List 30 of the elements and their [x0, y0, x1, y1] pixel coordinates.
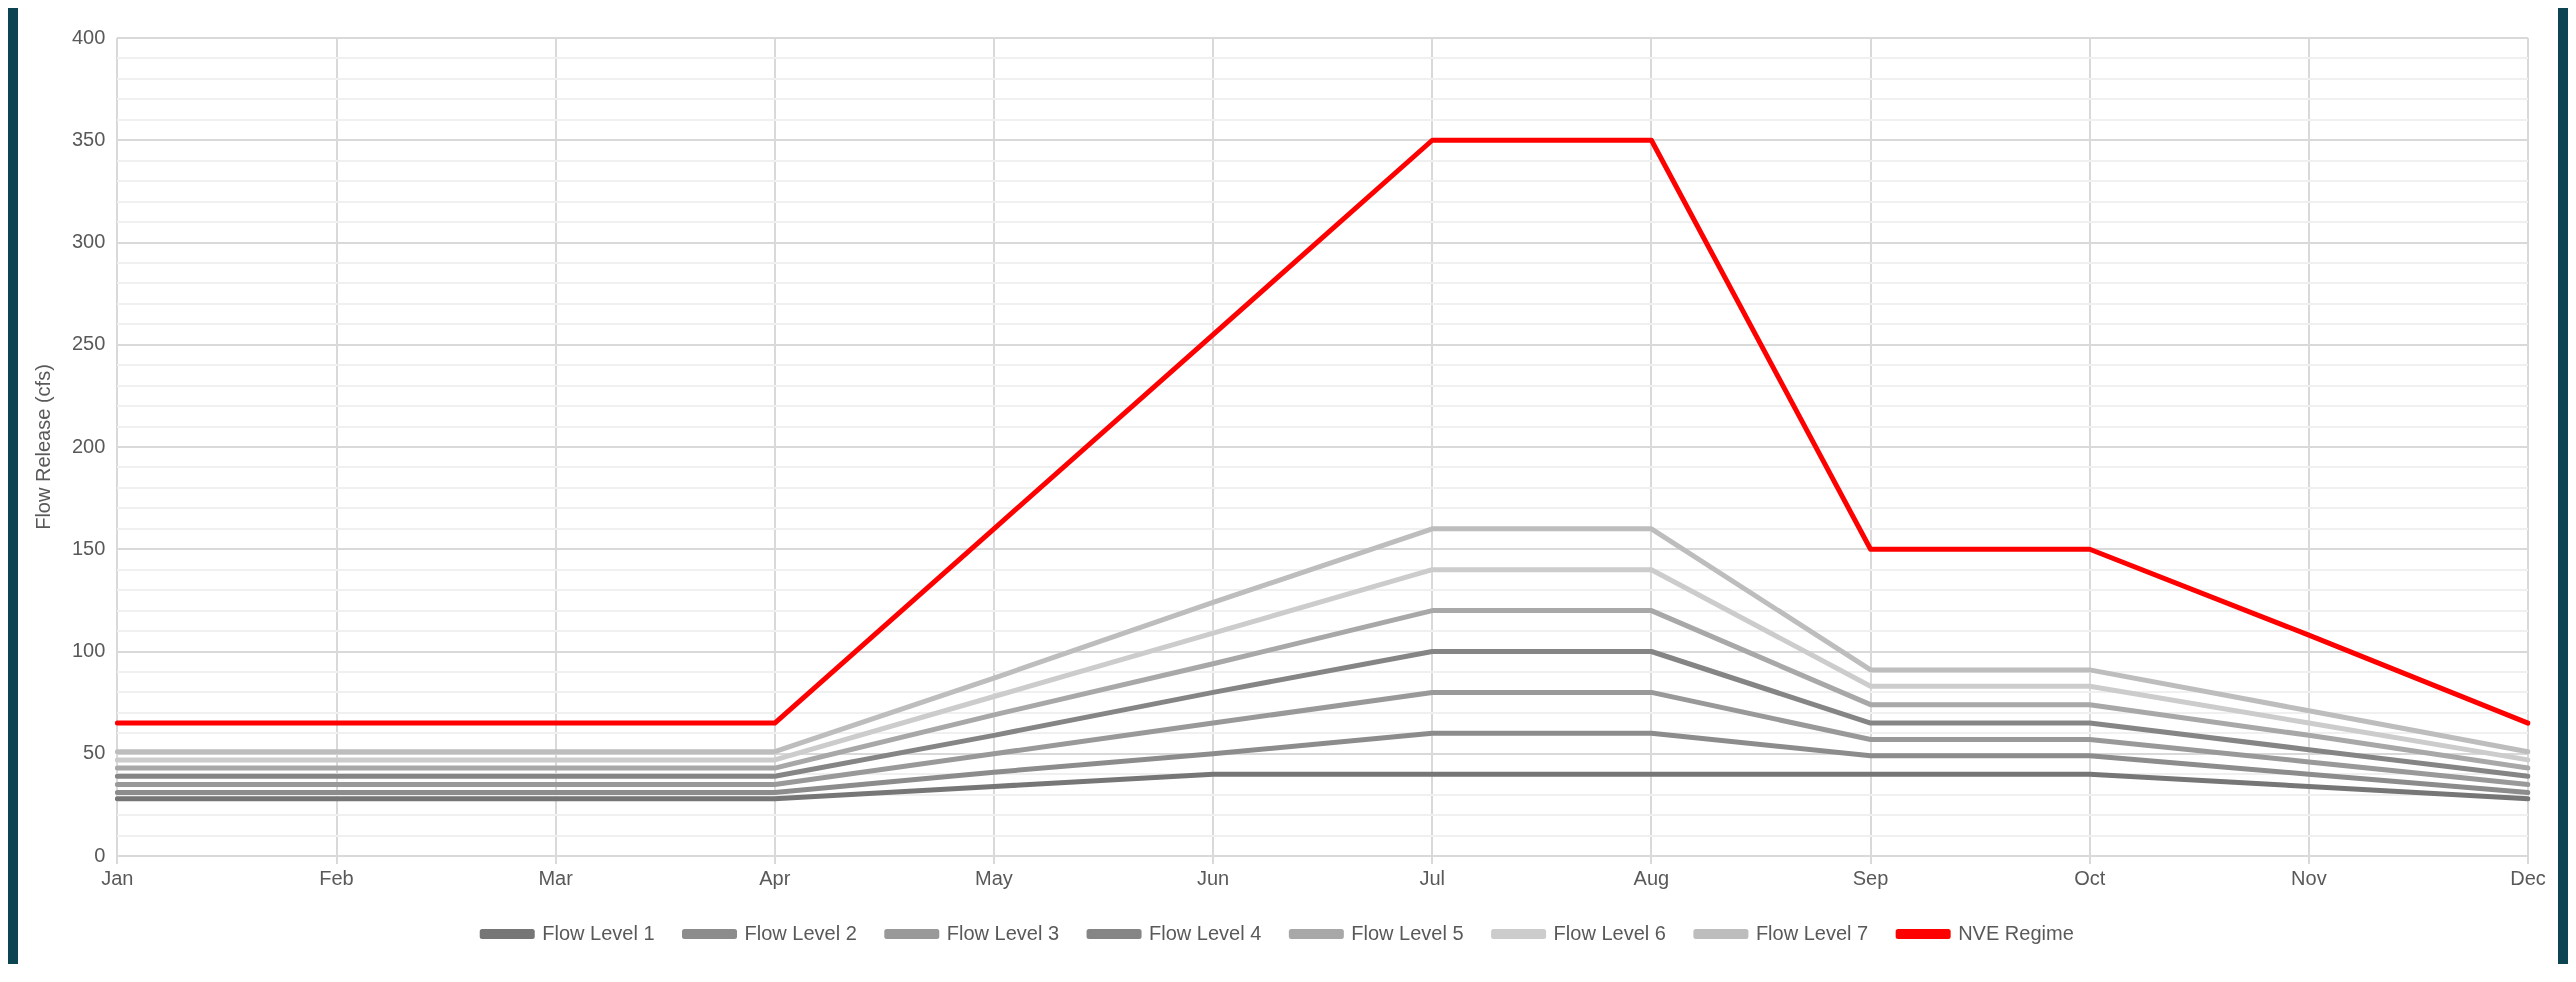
y-tick-label: 150 — [71, 536, 106, 559]
x-tick-label: Jul — [1419, 866, 1446, 889]
legend-label: Flow Level 3 — [946, 921, 1060, 944]
x-tick-label: Nov — [2291, 866, 2327, 889]
x-tick-label: May — [975, 866, 1013, 889]
x-tick-label: Jun — [1196, 866, 1230, 889]
y-tick-label: 250 — [71, 332, 106, 355]
y-axis-title: Flow Release (cfs) — [31, 364, 54, 530]
x-tick-label: Jan — [101, 866, 134, 889]
y-tick-label: 0 — [94, 843, 106, 866]
legend-label: Flow Level 1 — [542, 921, 655, 944]
y-tick-label: 50 — [83, 741, 106, 764]
legend-label: Flow Level 6 — [1553, 921, 1666, 944]
x-tick-label: Mar — [538, 866, 574, 889]
legend-label: Flow Level 5 — [1351, 921, 1464, 944]
x-tick-label: Oct — [2074, 866, 2106, 889]
y-tick-label: 300 — [71, 230, 106, 253]
x-tick-label: Apr — [759, 866, 791, 889]
legend-label: NVE Regime — [1958, 921, 2074, 944]
x-tick-label: Sep — [1852, 866, 1889, 889]
x-tick-label: Feb — [319, 866, 354, 889]
x-tick-label: Dec — [2510, 866, 2546, 889]
legend-label: Flow Level 2 — [744, 921, 857, 944]
y-tick-label: 100 — [71, 639, 106, 662]
x-tick-label: Aug — [1633, 866, 1670, 889]
y-tick-label: 350 — [71, 127, 106, 150]
legend-label: Flow Level 7 — [1755, 921, 1869, 944]
y-tick-label: 400 — [71, 25, 106, 48]
legend-label: Flow Level 4 — [1149, 921, 1262, 944]
y-tick-label: 200 — [71, 434, 106, 457]
